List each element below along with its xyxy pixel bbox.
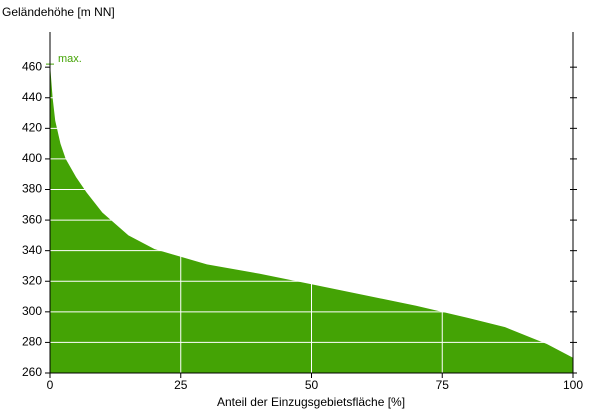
x-tick-label: 0	[47, 378, 54, 392]
x-axis-label: Anteil der Einzugsgebietsfläche [%]	[217, 395, 405, 409]
y-tick-label: 340	[22, 243, 42, 257]
y-tick-label: 420	[22, 121, 42, 135]
x-tick-label: 100	[563, 378, 583, 392]
y-tick-label: 320	[22, 273, 42, 287]
annotation: max.	[58, 53, 82, 65]
x-tick-label: 25	[174, 378, 188, 392]
y-axis-label: Geländehöhe [m NN]	[2, 5, 115, 19]
y-tick-label: 280	[22, 335, 42, 349]
y-tick-label: 360	[22, 212, 42, 226]
x-tick-label: 50	[305, 378, 319, 392]
y-tick-label: 260	[22, 365, 42, 379]
y-tick-label: 460	[22, 59, 42, 73]
x-tick-label: 75	[436, 378, 450, 392]
y-tick-label: 380	[22, 182, 42, 196]
y-tick-label: 400	[22, 151, 42, 165]
y-tick-label: 440	[22, 90, 42, 104]
y-tick-label: 300	[22, 304, 42, 318]
